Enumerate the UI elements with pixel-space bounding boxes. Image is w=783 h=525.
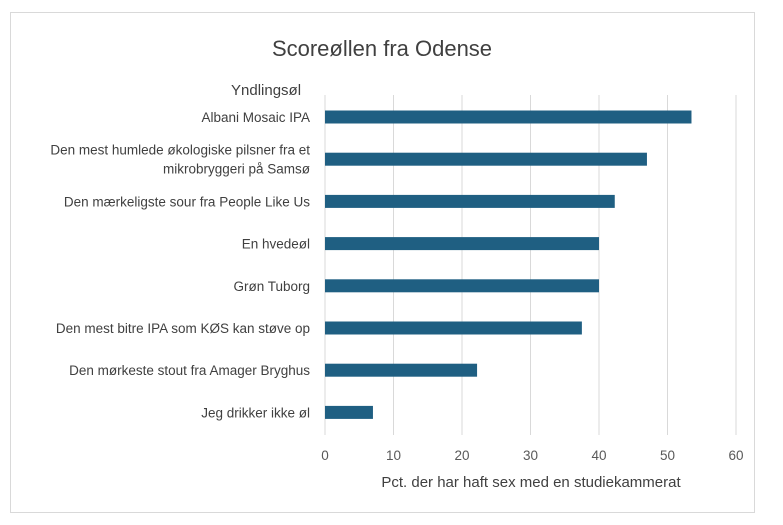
category-labels: Albani Mosaic IPA Den mest humlede økolog… [50,110,310,420]
category-label: mikrobryggeri på Samsø [163,162,310,177]
category-label: Den mest bitre IPA som KØS kan støve op [56,321,310,336]
category-label: Jeg drikker ikke øl [201,405,310,420]
x-tick-label: 50 [660,448,675,463]
x-tick-labels: 0 10 20 30 40 50 60 [321,448,743,463]
x-tick-label: 0 [321,448,329,463]
chart-frame [10,12,755,513]
bar [325,110,692,124]
x-tick-label: 30 [523,448,538,463]
bar [325,321,582,335]
bar [325,237,599,251]
category-label: En hvedeøl [242,237,310,252]
bar [325,363,478,377]
bars [325,110,692,419]
x-tick-label: 60 [728,448,743,463]
category-label: Den mærkeligste sour fra People Like Us [64,194,310,209]
x-axis-title: Pct. der har haft sex med en studiekamme… [381,474,681,491]
x-tick-label: 20 [454,448,469,463]
category-label: Grøn Tuborg [233,279,310,294]
gridlines [324,95,737,435]
x-tick-label: 10 [386,448,401,463]
category-label: Den mørkeste stout fra Amager Bryghus [69,363,310,378]
y-axis-title: Yndlingsøl [231,82,301,99]
category-label: Den mest humlede økologiske pilsner fra … [50,143,310,158]
bar [325,152,647,166]
bar [325,194,615,208]
x-tick-label: 40 [591,448,606,463]
category-label: Albani Mosaic IPA [201,110,310,125]
bar [325,279,599,293]
bar [325,405,373,419]
chart-title: Scoreøllen fra Odense [272,36,492,61]
